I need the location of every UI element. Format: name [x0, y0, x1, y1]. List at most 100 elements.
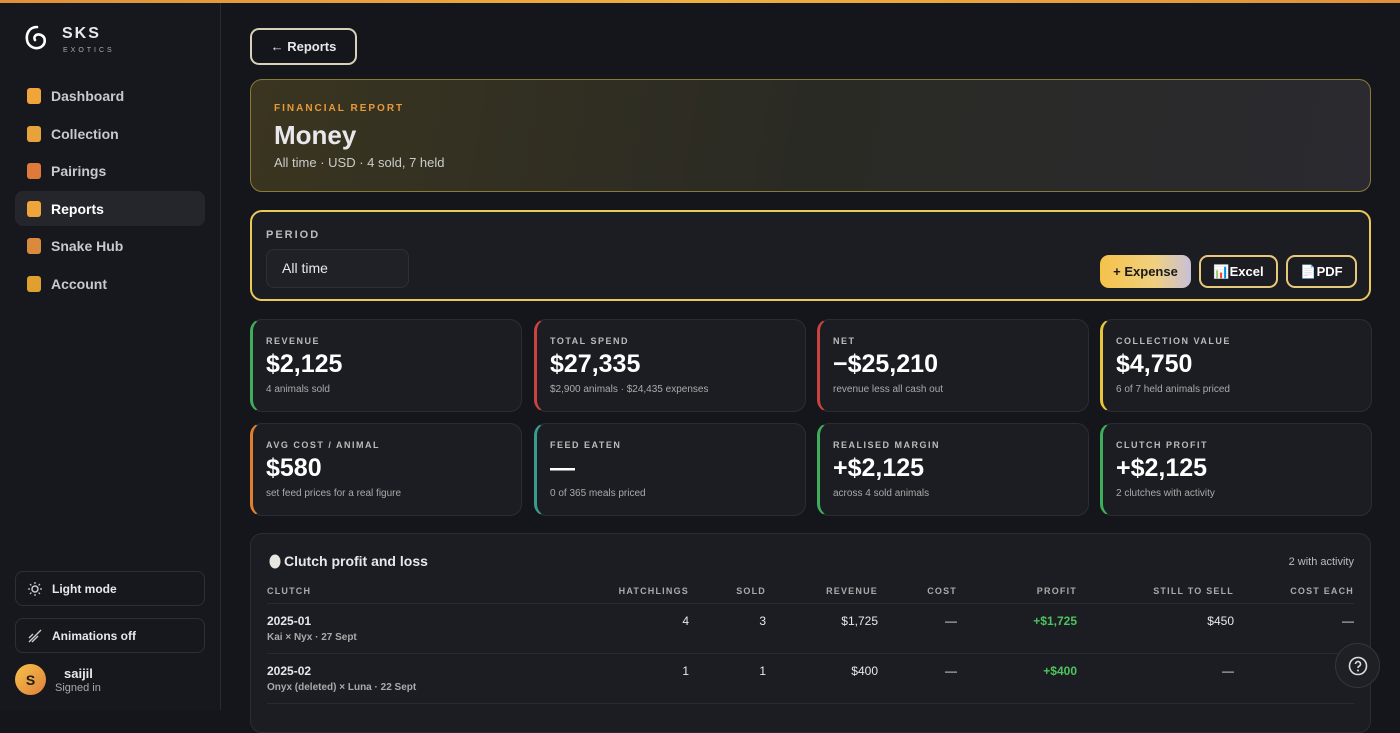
cell: $450: [1207, 614, 1234, 628]
action-button[interactable]: + Expense: [1100, 255, 1191, 288]
stat-note: 0 of 365 meals priced: [550, 488, 646, 499]
nav-item[interactable]: Dashboard: [15, 78, 205, 113]
cell: —: [1342, 614, 1354, 628]
light-mode-toggle[interactable]: Light mode: [15, 571, 205, 606]
stat-note: $2,900 animals · $24,435 expenses: [550, 384, 709, 395]
stat-label: REALISED MARGIN: [833, 440, 941, 450]
stat-note: 6 of 7 held animals priced: [1116, 384, 1230, 395]
activity: 2 with activity: [1288, 556, 1354, 568]
separator: [267, 653, 1354, 654]
cell: —: [945, 664, 957, 678]
cell: 1: [759, 664, 766, 678]
stat-value: −$25,210: [833, 350, 938, 378]
back-button[interactable]: ← Reports: [250, 28, 357, 65]
stat-label: TOTAL SPEND: [550, 336, 630, 346]
cell: 4: [682, 614, 689, 628]
stat-value: $2,125: [266, 350, 343, 378]
stat-label: COLLECTION VALUE: [1116, 336, 1231, 346]
avatar[interactable]: S: [15, 664, 46, 695]
clutch-detail: Onyx (deleted) × Luna · 22 Sept: [267, 682, 417, 693]
stat-card: NET −$25,210 revenue less all cash out: [817, 319, 1089, 412]
column-header: SOLD: [736, 586, 766, 596]
period-label: PERIOD: [266, 229, 321, 241]
nav-icon: [27, 162, 41, 179]
cell: +$1,725: [1033, 614, 1077, 628]
table-row: 2025-02 Onyx (deleted) × Luna · 22 Sept 1 1…: [267, 664, 1354, 693]
column-header: HATCHLINGS: [618, 586, 689, 596]
label: Animations off: [52, 628, 136, 643]
brand-tagline: EXOTICS: [63, 47, 115, 54]
cell: $1,725: [841, 614, 878, 628]
label: Light mode: [52, 581, 117, 596]
page-title: Money: [274, 120, 357, 150]
stat-value: +$2,125: [833, 454, 925, 482]
eyebrow: FINANCIAL REPORT: [274, 103, 405, 114]
clutch-detail: Kai × Nyx · 27 Sept: [267, 632, 357, 643]
stat-card: CLUTCH PROFIT +$2,125 2 clutches with acti…: [1100, 423, 1372, 516]
nav-item[interactable]: Reports: [15, 191, 205, 226]
action-button[interactable]: 📄PDF: [1286, 255, 1357, 288]
nav-label: Pairings: [51, 162, 107, 179]
nav-label: Reports: [51, 200, 104, 217]
separator: [267, 603, 1354, 604]
animations-toggle[interactable]: Animations off: [15, 618, 205, 653]
stat-value: +$2,125: [1116, 454, 1208, 482]
cell: $400: [851, 664, 878, 678]
top-accent: [0, 0, 1400, 3]
column-header: COST: [927, 586, 957, 596]
clutch-id: 2025-01: [267, 614, 312, 628]
table-header: CLUTCH HATCHLINGS SOLD REVENUE COST PROFIT STI…: [267, 586, 1354, 596]
stat-card: FEED EATEN — 0 of 365 meals priced: [534, 423, 806, 516]
cell: +$400: [1043, 664, 1077, 678]
nav-item[interactable]: Snake Hub: [15, 228, 205, 263]
period-card: PERIOD All time + Expense 📊Excel 📄PDF: [250, 210, 1371, 301]
column-header: REVENUE: [826, 586, 878, 596]
stat-label: AVG COST / ANIMAL: [266, 440, 380, 450]
clutch-cell: 2025-01 Kai × Nyx · 27 Sept: [267, 614, 600, 643]
stat-value: $580: [266, 454, 322, 482]
nav-item[interactable]: Account: [15, 266, 205, 301]
stat-note: revenue less all cash out: [833, 384, 944, 395]
stat-value: —: [550, 454, 575, 482]
cell: —: [1222, 664, 1234, 678]
table-title: Clutch profit and loss: [284, 553, 428, 569]
nav-item[interactable]: Collection: [15, 116, 205, 151]
nav-icon: [27, 200, 41, 217]
stat-label: REVENUE: [266, 336, 321, 346]
action-button[interactable]: 📊Excel: [1199, 255, 1278, 288]
stat-card: REVENUE $2,125 4 animals sold: [250, 319, 522, 412]
cell: 1: [682, 664, 689, 678]
clutch-cell: 2025-02 Onyx (deleted) × Luna · 22 Sept: [267, 664, 600, 693]
help-button[interactable]: [1335, 643, 1380, 688]
nav-label: Snake Hub: [51, 237, 124, 254]
logo: [25, 25, 47, 50]
egg-icon: [269, 554, 281, 569]
stat-card: COLLECTION VALUE $4,750 6 of 7 held animal…: [1100, 319, 1372, 412]
stat-value: $27,335: [550, 350, 641, 378]
nav-label: Collection: [51, 125, 119, 142]
stat-card: TOTAL SPEND $27,335 $2,900 animals · $24,4…: [534, 319, 806, 412]
nav-icon: [27, 275, 41, 292]
user-status: Signed in: [55, 682, 101, 694]
nav-icon: [27, 237, 41, 254]
user-name: saijil: [64, 666, 93, 681]
stat-note: 4 animals sold: [266, 384, 330, 395]
stat-card: AVG COST / ANIMAL $580 set feed prices for…: [250, 423, 522, 516]
sidebar: SKS EXOTICS Dashboard Collection Pairings R…: [0, 3, 221, 710]
brand-name: SKS: [62, 25, 101, 42]
clutch-id: 2025-02: [267, 664, 312, 678]
nav-icon: [27, 87, 41, 104]
clutch-table: Clutch profit and loss 2 with activity C…: [250, 533, 1371, 733]
separator: [267, 703, 1354, 704]
header-card: FINANCIAL REPORT Money All time · USD · …: [250, 79, 1371, 192]
cell: —: [945, 614, 957, 628]
nav-item[interactable]: Pairings: [15, 153, 205, 188]
nav-label: Dashboard: [51, 87, 125, 104]
stat-value: $4,750: [1116, 350, 1193, 378]
period-select[interactable]: All time: [266, 249, 409, 288]
stat-note: 2 clutches with activity: [1116, 488, 1215, 499]
stat-note: across 4 sold animals: [833, 488, 930, 499]
column-header: CLUTCH: [267, 586, 312, 596]
column-header: PROFIT: [1036, 586, 1077, 596]
